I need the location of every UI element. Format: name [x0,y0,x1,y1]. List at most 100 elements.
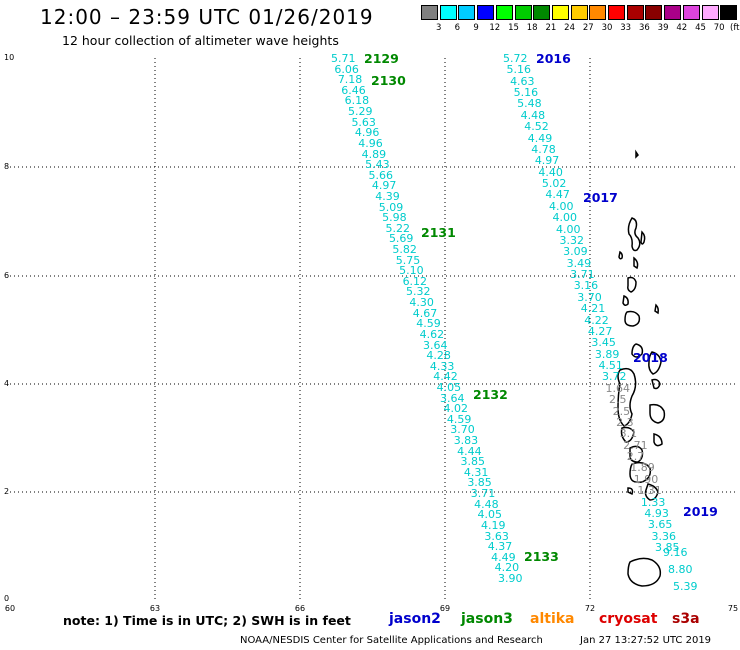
colorbar-swatch [701,5,719,20]
orbit-label: 2019 [683,504,718,519]
colorbar-swatch [514,5,532,20]
wave-height-value: 5.69 [388,232,414,246]
wave-height-value: 4.42 [433,370,458,384]
wave-height-value: 4.78 [531,142,556,156]
gridlines [10,58,735,601]
map-subtitle: 12 hour collection of altimeter wave hei… [62,33,339,48]
colorbar-swatch [495,5,513,20]
colorbar-label: 12 [489,23,501,33]
wave-height-value: 3.64 [440,391,465,405]
wave-height-value: 4.33 [429,359,455,373]
wave-height-value: 5.16 [506,63,532,77]
wave-height-value: 4.00 [552,211,577,225]
wave-height-value: 4.39 [375,189,400,203]
wave-height-value: 4.48 [520,108,546,122]
wave-height-value: 4.44 [457,444,482,458]
wave-height-value: 3.1 [619,427,638,441]
wave-height-value: 4.93 [644,506,669,520]
wave-height-value: 2.5 [609,393,627,407]
wave-height-value: 5.82 [392,243,417,257]
colorbar-swatch [626,5,644,20]
satellite-name: jason3 [461,611,513,627]
wave-height-value: 4.47 [545,188,570,202]
colorbar-label: 9 [473,23,479,33]
wave-height-value: 4.59 [416,317,441,331]
wave-height-value: 3.09 [563,245,588,259]
wave-height-value: 2.7 [626,450,645,464]
colorbar-label: 6 [454,23,461,33]
wave-height-value: 4.97 [371,179,397,193]
y-tick-label: 0 [4,594,10,603]
wave-height-value: 3.85 [467,476,492,490]
units-note: note: 1) Time is in UTC; 2) SWH is in fe… [63,613,351,628]
colorbar-label: 70 [713,23,725,33]
wave-height-value: 3.85 [655,541,680,554]
wave-height-value: 9.16 [663,546,688,559]
wave-height-value: 4.48 [474,497,499,511]
footer-credit: NOAA/NESDIS Center for Satellite Applica… [240,635,543,646]
wave-height-value: 1.31 [637,484,662,498]
colorbar-swatch [589,5,607,20]
wave-height-value: 4.00 [556,222,581,236]
colorbar-label: 18 [526,23,538,33]
wave-height-value: 5.71 [331,52,356,65]
colorbar-label: 21 [545,23,557,33]
x-tick-label: 75 [727,604,739,613]
wave-height-value: 3.63 [484,529,509,543]
x-tick-label: 69 [439,604,451,613]
wave-height-value: 5.22 [385,221,411,235]
colorbar-swatch [664,5,682,20]
wave-height-value: 3.70 [577,290,602,304]
colorbar-swatch [421,5,438,20]
y-tick-label: 2 [4,487,10,496]
orbit-label: 2016 [536,51,571,66]
wave-height-value: 5.63 [351,115,376,129]
satellite-name: s3a [672,611,700,627]
colorbar-swatch [477,5,495,20]
wave-height-value: 6.46 [341,83,366,97]
wave-height-value: 3.36 [651,529,676,543]
wave-height-value: 4.27 [587,324,613,338]
orbit-label: 2131 [421,225,456,240]
wave-height-value: 4.02 [443,402,468,416]
colorbar-label: 33 [620,23,632,33]
wave-height-value: 3.89 [594,347,620,361]
wave-height-value: 4.63 [510,74,535,88]
wave-height-value: 5.66 [368,168,393,182]
coastline-maldives [617,149,666,587]
wave-height-value: 3.45 [591,336,616,350]
y-tick-label: 6 [4,271,10,280]
satellite-name: cryosat [599,611,658,627]
wave-height-value: 4.22 [584,313,609,327]
wave-height-value: 6.06 [334,62,359,76]
satellite-name: altika [530,611,575,627]
wave-height-value: 1.33 [640,495,666,509]
wave-height-value: 6.12 [402,274,428,288]
wave-height-value: 5.75 [395,253,421,267]
wave-height-value: 4.00 [548,199,574,213]
orbit-label: 2132 [473,387,508,402]
wave-height-value: 4.49 [527,131,553,145]
wave-height-value: 4.67 [412,306,438,320]
y-tick-label: 8 [4,162,10,171]
wave-height-value: 2.5 [612,404,631,418]
orbit-label: 2129 [364,51,399,66]
wave-height-value: 4.31 [463,465,489,479]
colorbar-label: 42 [676,23,688,33]
colorbar-label: 36 [638,23,650,33]
wave-height-value: 1.64 [605,381,631,395]
wave-height-value: 4.37 [487,540,513,554]
wave-height-value: 3.32 [559,233,585,247]
wave-height-value: 4.49 [491,550,516,564]
colorbar-unit: (ft) [730,23,740,33]
wave-height-value: 4.97 [534,154,560,168]
wave-height-value: 3.83 [453,434,479,448]
colorbar-label: 15 [508,23,519,33]
x-tick-label: 63 [149,604,161,613]
colorbar-swatch [645,5,663,20]
wave-height-value: 1.90 [633,472,659,486]
x-tick-label: 72 [584,604,596,613]
wave-height-value: 3.49 [566,256,592,270]
wave-height-value: 3.70 [450,423,475,437]
